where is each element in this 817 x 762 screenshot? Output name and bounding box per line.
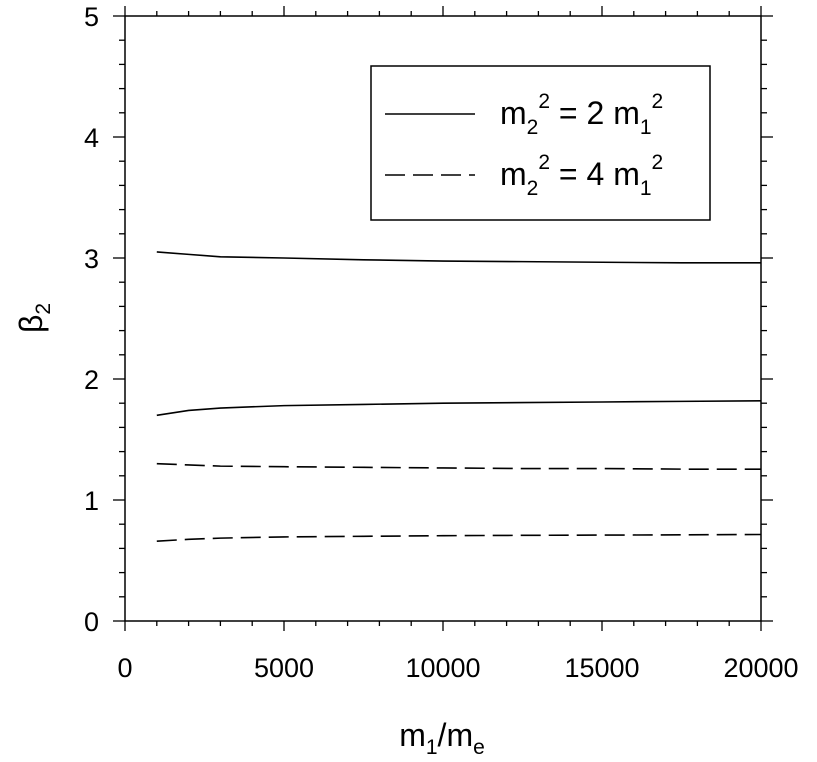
series-line-dashed-3 <box>156 462 761 470</box>
x-tick-label: 0 <box>117 653 132 683</box>
y-tick-label: 4 <box>84 123 99 153</box>
legend: m22 = 2 m12 m22 = 4 m12 <box>370 65 711 221</box>
y-tick-label: 5 <box>84 2 99 32</box>
y-tick-label: 2 <box>84 365 99 395</box>
x-tick-label: 15000 <box>564 653 639 683</box>
series-line-dashed-4 <box>156 533 762 542</box>
series-line-solid-1 <box>156 251 761 264</box>
series-line-solid-2 <box>156 399 762 417</box>
x-tick-label: 10000 <box>405 653 480 683</box>
plot-axes: 0 5000 10000 15000 20000 0 1 2 3 4 5 <box>84 2 799 683</box>
y-tick-label: 0 <box>84 607 99 637</box>
y-tick-label: 3 <box>84 244 99 274</box>
legend-label-solid: m22 = 2 m12 <box>500 90 663 139</box>
x-axis-title: m1/me <box>399 717 485 759</box>
series-layer <box>156 251 762 542</box>
legend-box <box>370 65 711 221</box>
x-tick-label: 5000 <box>254 653 314 683</box>
legend-label-dashed: m22 = 4 m12 <box>500 151 663 200</box>
y-axis-title: β2 <box>13 303 55 333</box>
x-tick-label: 20000 <box>723 653 798 683</box>
y-tick-label: 1 <box>84 486 99 516</box>
